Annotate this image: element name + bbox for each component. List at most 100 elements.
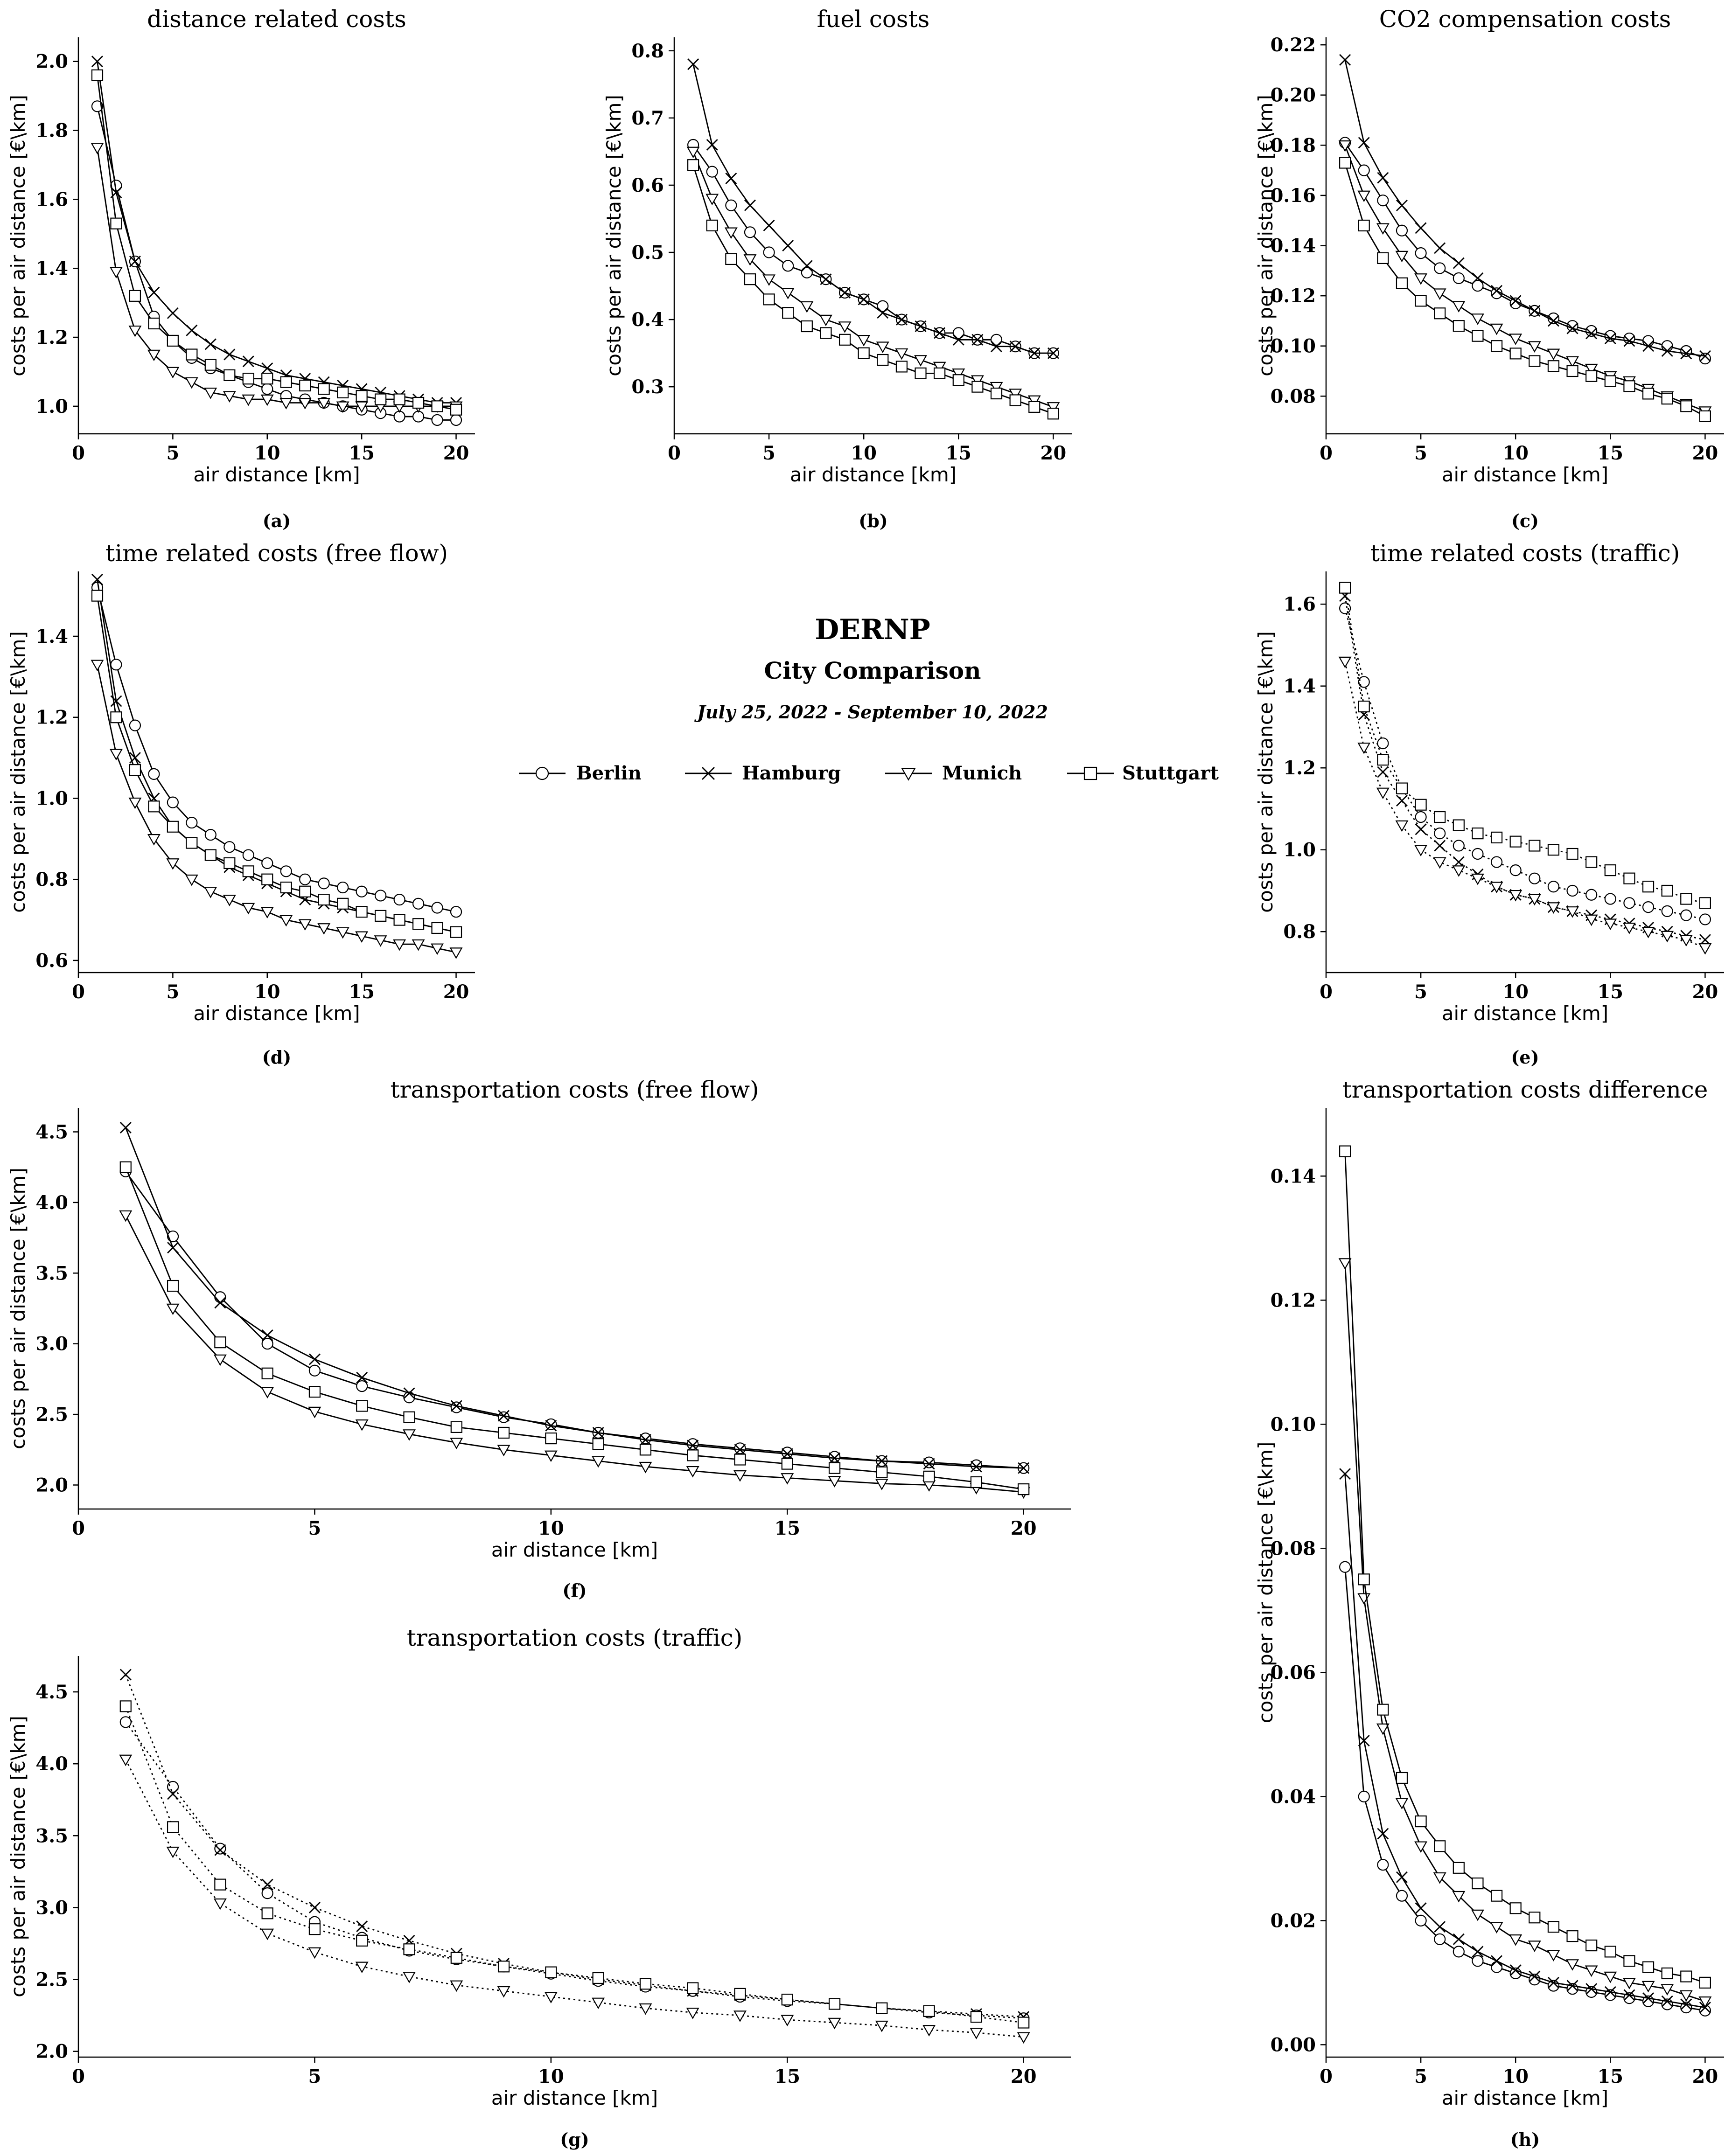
chart-e-x-tick-label: 0 [1320, 981, 1333, 1003]
chart-b-x-tick-label: 15 [945, 442, 971, 464]
chart-f: transportation costs (free flow) 0 5 10 15 20… [7, 1076, 1071, 1601]
chart-c-point-hamburg [1566, 322, 1578, 334]
legend-label-berlin: Berlin [576, 762, 642, 784]
chart-f-point-stuttgart [450, 1421, 462, 1433]
figure-title: DERNP [815, 613, 930, 646]
chart-g-point-berlin [261, 1887, 273, 1899]
chart-e-point-berlin [1472, 848, 1484, 860]
chart-h-title: transportation costs difference [1342, 1076, 1708, 1103]
chart-f-point-stuttgart [1018, 1483, 1030, 1495]
chart-a-x-tick-label: 20 [443, 442, 469, 464]
chart-c-point-berlin [1699, 353, 1711, 365]
chart-b-point-hamburg [782, 240, 794, 252]
chart-h-point-stuttgart [1529, 1912, 1541, 1924]
chart-h-point-munich [1604, 1971, 1617, 1983]
chart-e-point-berlin [1604, 893, 1616, 905]
chart-h-point-stuttgart [1623, 1955, 1635, 1967]
chart-f-point-munich [166, 1303, 180, 1315]
chart-f-x-tick-label: 0 [72, 1517, 85, 1539]
figure-subtitle: City Comparison [764, 657, 981, 684]
chart-f-point-berlin [734, 1442, 746, 1454]
chart-h-point-stuttgart [1396, 1772, 1408, 1784]
chart-b-point-hamburg [725, 173, 737, 185]
chart-f-x-tick-label: 5 [308, 1517, 321, 1539]
chart-c-point-berlin [1396, 224, 1408, 236]
chart-b-point-hamburg [991, 341, 1003, 353]
chart-h-point-munich [1622, 1978, 1636, 1989]
chart-d-point-stuttgart [431, 922, 443, 934]
chart-g-caption: (g) [560, 2129, 589, 2150]
chart-e-x-tick-label: 10 [1502, 981, 1529, 1003]
chart-c-series-hamburg [1339, 54, 1711, 362]
chart-d-point-berlin [299, 873, 311, 885]
chart-a-point-stuttgart [186, 348, 198, 361]
chart-a-point-stuttgart [91, 69, 104, 81]
chart-h-x-label: air distance [km] [1442, 2086, 1608, 2109]
chart-a-y-tick-label: 1.8 [35, 120, 68, 142]
chart-h-y-tick-label: 0.14 [1271, 1165, 1316, 1187]
chart-b-point-munich [1009, 389, 1022, 400]
chart-f-point-berlin [356, 1380, 368, 1392]
chart-f-x-label: air distance [km] [491, 1538, 658, 1561]
chart-c-point-stuttgart [1529, 355, 1541, 367]
chart-f-point-stuttgart [923, 1470, 935, 1482]
legend-marker-hamburg-shape [702, 767, 715, 780]
legend-marker-munich-shape [901, 768, 916, 781]
chart-h-point-hamburg [1509, 1964, 1522, 1976]
chart-g-point-munich [639, 2003, 652, 2015]
chart-c-point-hamburg [1472, 272, 1484, 284]
chart-e-point-berlin [1339, 602, 1351, 614]
chart-f-point-hamburg [450, 1400, 462, 1412]
chart-h-point-hamburg [1358, 1735, 1370, 1747]
chart-b-point-hamburg [915, 320, 927, 332]
chart-d-x-label: air distance [km] [193, 1002, 360, 1025]
legend-item-stuttgart: Stuttgart [1067, 762, 1219, 784]
chart-a-point-stuttgart [299, 379, 311, 392]
chart-g-point-munich [686, 2008, 699, 2019]
chart-g-title: transportation costs (traffic) [407, 1624, 743, 1651]
chart-a-y-tick-label: 1.0 [35, 396, 68, 417]
chart-f-y-label: costs per air distance [€\km] [7, 1168, 29, 1449]
chart-a-point-munich [109, 267, 123, 278]
chart-e-point-munich [1395, 820, 1409, 832]
chart-b-point-stuttgart [763, 293, 775, 306]
chart-c-y-tick-label: 0.18 [1271, 134, 1316, 156]
chart-d-y-tick-label: 1.2 [35, 707, 68, 729]
chart-f-series-stuttgart-line [125, 1167, 1024, 1490]
chart-b-point-munich [800, 301, 814, 313]
chart-d-point-munich [355, 931, 369, 943]
chart-d-title: time related costs (free flow) [105, 540, 448, 567]
chart-a-x-tick-label: 0 [72, 442, 85, 464]
chart-b-point-munich [895, 348, 908, 360]
chart-b-point-munich [933, 362, 946, 374]
chart-f-point-hamburg [1018, 1462, 1030, 1474]
chart-b-point-berlin [801, 266, 813, 278]
chart-a-point-stuttgart [375, 393, 387, 405]
chart-g-series-munich [119, 1754, 1030, 2044]
chart-h-point-hamburg [1547, 1976, 1559, 1989]
chart-f-point-stuttgart [970, 1476, 983, 1488]
chart-a-series-stuttgart [91, 69, 462, 416]
chart-e-point-hamburg [1415, 823, 1427, 835]
chart-c: CO2 compensation costs 0 5 10 15 20 0.08 0.10 0.… [1254, 6, 1724, 531]
chart-e-point-berlin [1699, 913, 1711, 925]
chart-h-point-hamburg [1585, 1983, 1598, 1995]
chart-g-x-tick-label: 10 [538, 2066, 564, 2087]
chart-c-point-stuttgart [1490, 340, 1503, 352]
chart-c-point-hamburg [1661, 345, 1673, 357]
chart-g-y-tick-label: 3.0 [35, 1897, 68, 1919]
chart-a-point-hamburg [242, 355, 254, 368]
chart-e-point-munich [1471, 873, 1484, 885]
chart-d-point-berlin [431, 902, 443, 914]
chart-h-y-label: costs per air distance [€\km] [1254, 1442, 1277, 1724]
chart-g-series-berlin-line [125, 1721, 1024, 2019]
chart-g-point-stuttgart [970, 2011, 983, 2023]
chart-c-point-stuttgart [1434, 307, 1446, 320]
chart-c-caption: (c) [1511, 510, 1539, 531]
chart-g-point-hamburg [214, 1844, 226, 1856]
chart-c-point-munich [1471, 313, 1484, 325]
chart-f-point-stuttgart [639, 1444, 652, 1456]
chart-e-point-berlin [1623, 897, 1635, 909]
chart-d-point-stuttgart [148, 800, 160, 813]
chart-b-point-hamburg [877, 307, 889, 319]
